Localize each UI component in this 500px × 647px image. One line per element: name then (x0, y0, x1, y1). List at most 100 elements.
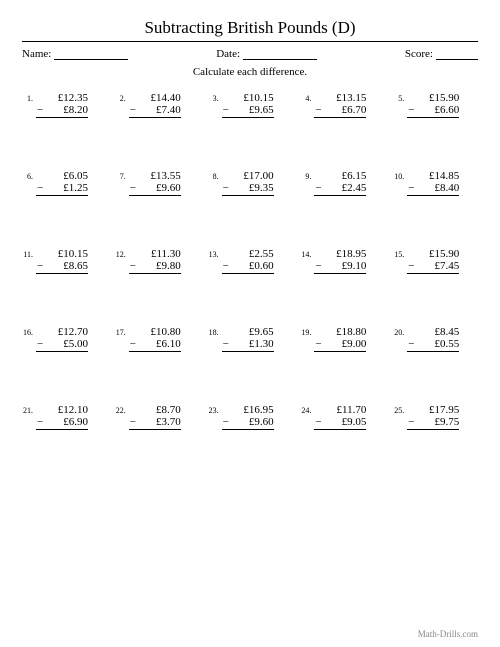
subtrahend: £7.45 (434, 260, 459, 272)
minus-sign: − (314, 338, 321, 350)
problem-body: £10.80−£6.10 (129, 326, 181, 352)
minuend: £2.55 (249, 248, 274, 260)
minus-sign: − (314, 182, 321, 194)
problem: 2.£14.40−£7.40 (115, 92, 200, 118)
subtrahend-row: −£9.10 (314, 260, 366, 274)
problem-number: 16. (22, 326, 36, 337)
minuend: £10.15 (58, 248, 88, 260)
minus-sign: − (36, 416, 43, 428)
problem: 6.£6.05−£1.25 (22, 170, 107, 196)
subtrahend-row: −£8.40 (407, 182, 459, 196)
problem-body: £9.65−£1.30 (222, 326, 274, 352)
problem-body: £18.80−£9.00 (314, 326, 366, 352)
minuend: £13.55 (151, 170, 181, 182)
subtrahend-row: −£9.05 (314, 416, 366, 430)
problem-number: 11. (22, 248, 36, 259)
subtrahend: £9.75 (434, 416, 459, 428)
problem-body: £2.55−£0.60 (222, 248, 274, 274)
problem: 24.£11.70−£9.05 (300, 404, 385, 430)
problem-number: 13. (208, 248, 222, 259)
subtrahend: £3.70 (156, 416, 181, 428)
problem-body: £12.35−£8.20 (36, 92, 88, 118)
problem-body: £12.10−£6.90 (36, 404, 88, 430)
problem-body: £11.30 − £9.80 (129, 248, 181, 274)
problem-body: £14.85−£8.40 (407, 170, 459, 196)
subtrahend: £9.80 (156, 260, 181, 272)
problem: 25. £17.95−£9.75 (393, 404, 478, 430)
score-blank[interactable] (436, 48, 478, 60)
subtrahend-row: −£9.75 (407, 416, 459, 430)
subtrahend: £9.10 (342, 260, 367, 272)
minuend: £17.00 (243, 170, 273, 182)
subtrahend: £8.65 (63, 260, 88, 272)
name-blank[interactable] (54, 48, 128, 60)
problem-body: £15.90−£7.45 (407, 248, 459, 274)
problem-number: 21. (22, 404, 36, 415)
problem-grid: 1.£12.35−£8.202.£14.40−£7.403.£10.15−£9.… (22, 92, 478, 430)
problem-number: 10. (393, 170, 407, 181)
problem-body: £16.95−£9.60 (222, 404, 274, 430)
problem-body: £11.70−£9.05 (314, 404, 366, 430)
problem: 16.£12.70−£5.00 (22, 326, 107, 352)
minuend: £10.15 (243, 92, 273, 104)
minuend: £12.10 (58, 404, 88, 416)
subtrahend: £8.20 (63, 104, 88, 116)
minus-sign: − (129, 260, 136, 272)
subtrahend-row: −£0.60 (222, 260, 274, 274)
problem-body: £6.05−£1.25 (36, 170, 88, 196)
problem: 20.£8.45−£0.55 (393, 326, 478, 352)
subtrahend: £9.65 (249, 104, 274, 116)
minuend: £6.05 (63, 170, 88, 182)
problem-number: 2. (115, 92, 129, 103)
problem-number: 19. (300, 326, 314, 337)
minuend: £16.95 (243, 404, 273, 416)
score-label: Score: (405, 48, 433, 60)
score-field: Score: (405, 48, 478, 60)
problem-body: £10.15−£9.65 (222, 92, 274, 118)
problem-number: 6. (22, 170, 36, 181)
subtrahend: £6.60 (434, 104, 459, 116)
problem-number: 3. (208, 92, 222, 103)
minus-sign: − (129, 338, 136, 350)
minus-sign: − (407, 104, 414, 116)
problem: 12.£11.30−£9.80 (115, 248, 200, 274)
problem-number: 25. (393, 404, 407, 415)
minuend: £15.90 (429, 92, 459, 104)
problem-number: 4. (300, 92, 314, 103)
subtrahend-row: −£0.55 (407, 338, 459, 352)
minuend: £12.70 (58, 326, 88, 338)
subtrahend: £5.00 (63, 338, 88, 350)
subtrahend-row: −£9.00 (314, 338, 366, 352)
problem: 13.£2.55−£0.60 (208, 248, 293, 274)
subtrahend: £8.40 (434, 182, 459, 194)
problem-body: £12.70−£5.00 (36, 326, 88, 352)
minuend: £17.95 (429, 404, 459, 416)
minuend: £13.15 (336, 92, 366, 104)
minuend: £14.85 (429, 170, 459, 182)
subtrahend: £1.30 (249, 338, 274, 350)
minuend: £18.95 (336, 248, 366, 260)
problem: 8.£17.00−£9.35 (208, 170, 293, 196)
minus-sign: − (36, 260, 43, 272)
minuend: £11.30 (151, 248, 181, 260)
subtrahend-row: −£9.60 (129, 182, 181, 196)
header-row: Name: Date: Score: (22, 48, 478, 60)
minus-sign: − (129, 182, 136, 194)
date-blank[interactable] (243, 48, 317, 60)
problem-number: 9. (300, 170, 314, 181)
minuend: £11.70 (337, 404, 367, 416)
problem-number: 20. (393, 326, 407, 337)
minuend: £6.15 (342, 170, 367, 182)
problem: 4.£13.15−£6.70 (300, 92, 385, 118)
minus-sign: − (129, 416, 136, 428)
subtrahend: £6.10 (156, 338, 181, 350)
subtrahend-row: −£5.00 (36, 338, 88, 352)
subtrahend-row: − £6.10 (129, 338, 181, 352)
subtrahend-row: −£1.25 (36, 182, 88, 196)
minuend: £15.90 (429, 248, 459, 260)
problem-body: £10.15 − £8.65 (36, 248, 88, 274)
problem-number: 15. (393, 248, 407, 259)
subtrahend-row: −£2.45 (314, 182, 366, 196)
minus-sign: − (222, 338, 229, 350)
problem: 14.£18.95−£9.10 (300, 248, 385, 274)
